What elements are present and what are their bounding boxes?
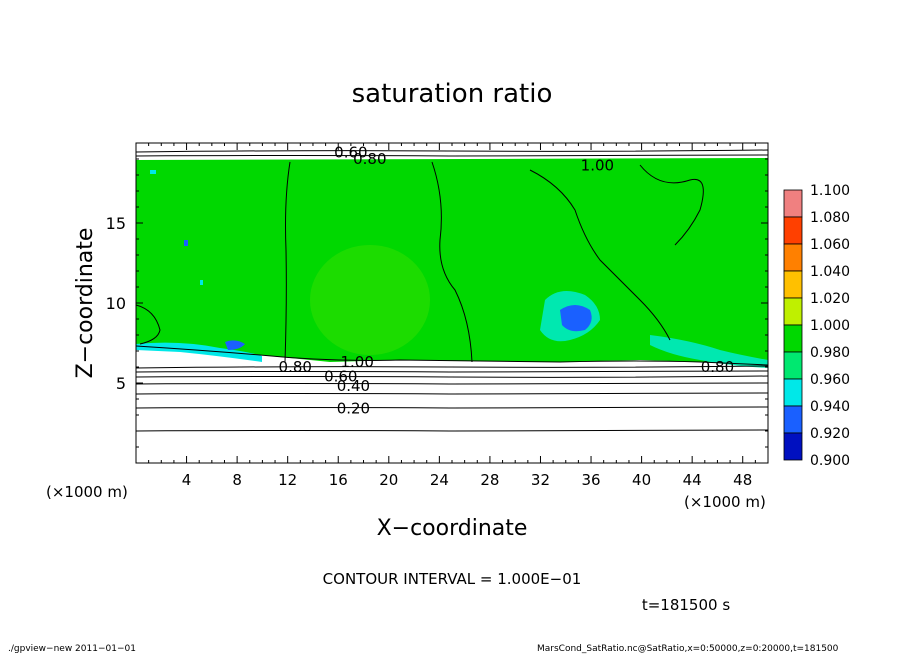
colorbar-level-label: 0.920: [810, 426, 850, 442]
contour-label: 1.00: [340, 353, 373, 371]
x-tick-label: 8: [232, 471, 242, 489]
chart-title: saturation ratio: [352, 79, 553, 109]
x-tick-label: 28: [480, 471, 499, 489]
colorbar-level-label: 1.040: [810, 264, 850, 280]
colorbar-swatch: [783, 297, 803, 326]
x-tick-label: 24: [430, 471, 449, 489]
x-tick-label: 32: [531, 471, 550, 489]
colorbar-level-label: 1.020: [810, 291, 850, 307]
time-stamp-text: t=181500 s: [642, 596, 730, 614]
y-tick-label: 15: [106, 214, 126, 233]
colorbar-swatch: [783, 324, 803, 353]
x-unit-right: (×1000 m): [684, 493, 766, 511]
heatmap-field: [135, 142, 769, 464]
colorbar-swatch: [783, 216, 803, 245]
colorbar-level-label: 0.980: [810, 345, 850, 361]
speckle-patches: [136, 170, 768, 368]
contour-label: 0.40: [337, 377, 370, 395]
colorbar-level-label: 0.900: [810, 453, 850, 469]
colorbar-swatch: [783, 432, 803, 461]
colorbar: 1.100 1.080 1.060 1.040 1.020 1.000 0.980 0.960…: [783, 183, 850, 469]
colorbar-swatch: [783, 405, 803, 434]
x-tick-label: 44: [683, 471, 702, 489]
contour-interval-text: CONTOUR INTERVAL = 1.000E−01: [323, 570, 582, 588]
colorbar-level-label: 0.960: [810, 372, 850, 388]
contour-lines: [136, 149, 768, 432]
x-axis-ticks: 4 8 12 16 20 24 28 32 36 40 44 48: [148, 143, 756, 489]
colorbar-level-label: 1.060: [810, 237, 850, 253]
y-tick-label: 10: [106, 294, 126, 313]
x-tick-label: 20: [379, 471, 398, 489]
colorbar-level-label: 1.100: [810, 183, 850, 199]
x-tick-label: 36: [581, 471, 600, 489]
x-tick-label: 12: [278, 471, 297, 489]
x-axis-label: X−coordinate: [377, 516, 528, 541]
contour-label: 0.80: [353, 150, 386, 168]
contour-label: 0.60: [324, 368, 357, 386]
colorbar-level-label: 0.940: [810, 399, 850, 415]
contour-label: 0.80: [701, 358, 734, 376]
contour-labels: 0.600.80 1.001.000.800.600.400.200.80: [279, 144, 735, 418]
x-tick-label: 4: [182, 471, 192, 489]
colorbar-level-label: 1.080: [810, 210, 850, 226]
x-tick-label: 48: [733, 471, 752, 489]
colorbar-swatch: [783, 351, 803, 380]
colorbar-swatch: [783, 378, 803, 407]
contour-label: 0.20: [337, 400, 370, 418]
y-axis-ticks: 5 10 15: [106, 158, 768, 448]
colorbar-swatch: [783, 243, 803, 272]
supersaturated-patch: [310, 245, 430, 355]
colorbar-level-label: 1.000: [810, 318, 850, 334]
saturated-region: [136, 158, 768, 365]
colorbar-swatch: [783, 189, 803, 218]
x-tick-label: 16: [329, 471, 348, 489]
x-unit-left: (×1000 m): [46, 483, 128, 501]
colorbar-swatch: [783, 270, 803, 299]
contour-label: 0.60: [334, 144, 367, 162]
y-axis-label: Z−coordinate: [73, 228, 98, 379]
x-tick-label: 40: [632, 471, 651, 489]
contour-label: 1.00: [581, 156, 614, 174]
contour-label: 0.80: [279, 358, 312, 376]
footer-left-text: ./gpview−new 2011−01−01: [8, 644, 136, 654]
y-tick-label: 5: [116, 374, 126, 393]
footer-right-text: MarsCond_SatRatio.nc@SatRatio,x=0:50000,…: [537, 644, 839, 654]
